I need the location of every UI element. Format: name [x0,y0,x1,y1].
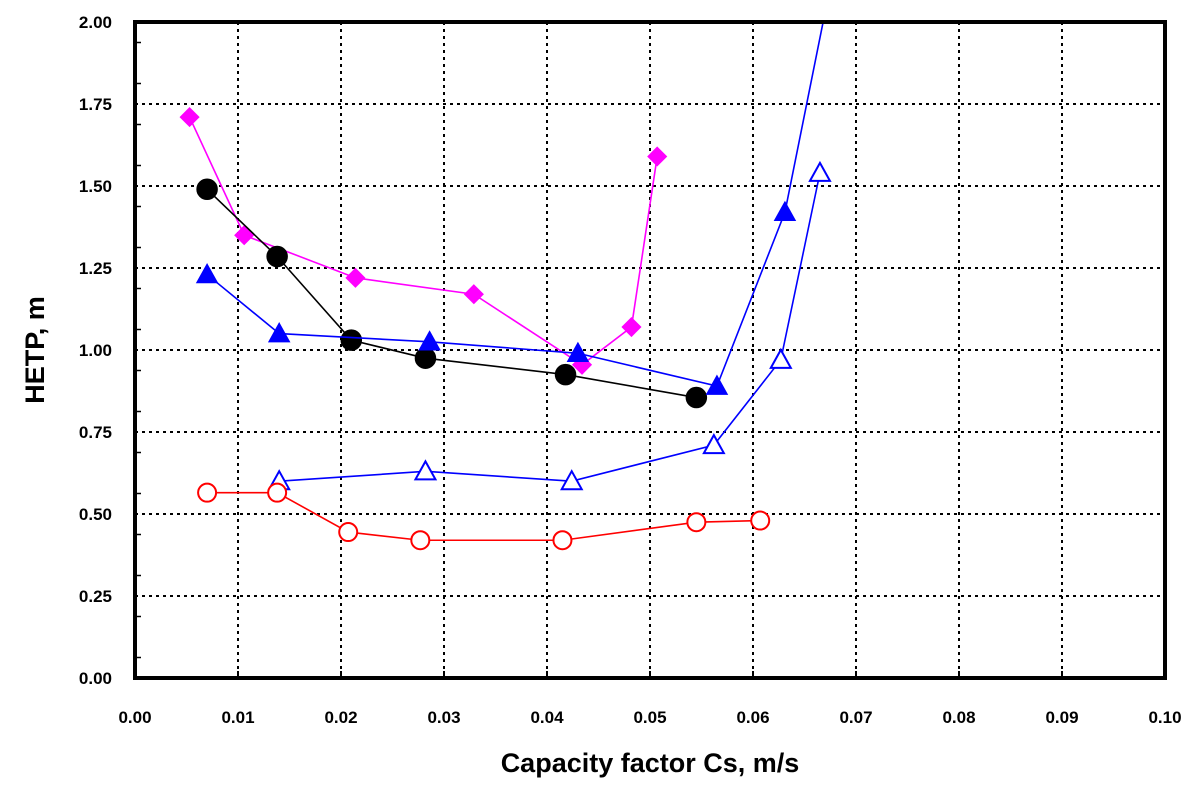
data-series [179,22,832,551]
y-tick-label: 0.25 [79,587,112,606]
y-tick-label: 0.00 [79,669,112,688]
diamond-point [621,316,642,338]
y-tick-label: 0.75 [79,423,112,442]
series-5 [197,482,771,551]
diamond-point [345,267,366,288]
triangle-point [773,200,797,221]
triangle-point [418,330,441,351]
y-tick-label: 1.00 [79,341,112,360]
y-axis-label: HETP, m [20,296,50,404]
x-tick-labels: 0.00 0.01 0.02 0.03 0.04 0.05 0.06 0.07 0.08 0.09… [118,708,1181,727]
series-3 [195,22,824,395]
circle-point [196,178,218,201]
triangle-point [267,322,291,343]
x-tick-label: 0.03 [427,708,460,727]
circle-point [197,482,218,503]
circle-point [338,522,359,543]
y-tick-label: 0.50 [79,505,112,524]
x-tick-label: 0.08 [942,708,975,727]
circle-point [267,482,288,503]
y-tick-label: 2.00 [79,13,112,32]
circle-point [686,512,707,533]
x-axis-label: Capacity factor Cs, m/s [501,748,800,778]
y-tick-label: 1.25 [79,259,112,278]
x-tick-label: 0.10 [1148,708,1181,727]
y-tick-labels: 0.00 0.25 0.50 0.75 1.00 1.25 1.50 1.75 2.00 [79,13,112,688]
y-tick-label: 1.75 [79,95,112,114]
circle-point [414,347,437,369]
plot-frame [133,20,1167,680]
triangle-point [560,469,584,491]
triangle-point [769,347,793,369]
triangle-point [413,459,438,481]
circle-point [266,245,288,268]
x-tick-label: 0.09 [1045,708,1078,727]
triangle-point [566,341,590,363]
x-tick-label: 0.00 [118,708,151,727]
triangle-point [808,160,832,182]
triangle-point [702,433,726,455]
x-tick-label: 0.02 [324,708,357,727]
series-line [206,188,697,399]
circle-point [685,386,708,409]
x-tick-label: 0.01 [221,708,254,727]
x-tick-label: 0.04 [530,708,564,727]
y-tick-label: 1.50 [79,177,112,196]
x-tick-label: 0.05 [633,708,666,727]
triangle-point [195,263,219,284]
diamond-point [234,225,255,246]
series-1 [179,107,668,375]
x-tick-label: 0.06 [736,708,769,727]
series-2 [196,178,708,409]
series-line [279,172,821,483]
circle-point [750,510,771,531]
circle-point [554,363,577,386]
circle-point [410,530,431,551]
circle-point [340,329,363,351]
diamond-point [647,146,668,167]
diamond-point [463,284,484,305]
diamond-point [179,107,200,128]
circle-point [552,530,573,551]
triangle-point [705,374,729,395]
series-4 [267,160,832,491]
x-tick-label: 0.07 [839,708,872,727]
